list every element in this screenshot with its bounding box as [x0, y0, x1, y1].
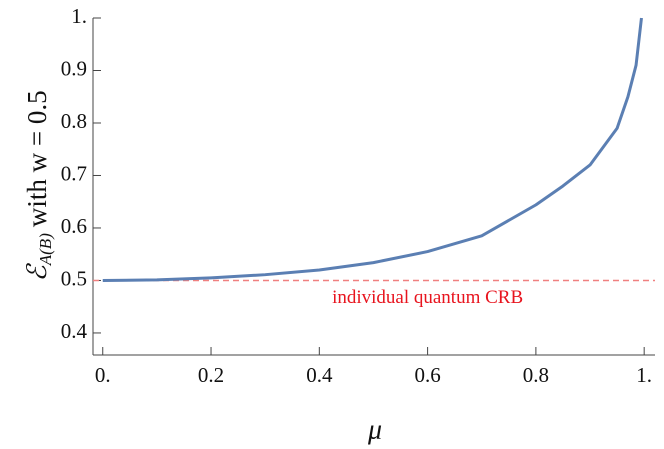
x-tick-label: 0.4 [306, 363, 333, 387]
x-tick-label: 0.8 [523, 363, 549, 387]
y-axis-label: ℰA(B) with w = 0.5 [22, 90, 55, 281]
reference-label: individual quantum CRB [332, 287, 523, 308]
x-tick-label: 1. [636, 363, 652, 387]
x-tick-label: 0.2 [198, 363, 224, 387]
series-line [102, 17, 643, 282]
y-tick-label: 1. [71, 4, 87, 28]
y-label-subscript: A(B) [36, 233, 55, 266]
y-label-symbol: ℰ [22, 263, 52, 282]
y-tick-label: 0.7 [61, 161, 87, 185]
y-tick-label: 0.6 [61, 214, 87, 238]
y-tick-label: 0.9 [61, 56, 87, 80]
y-tick-label: 0.4 [61, 319, 88, 343]
x-axis-label: μ [367, 414, 382, 445]
y-tick-label: 0.5 [61, 266, 87, 290]
y-tick-label: 0.8 [61, 109, 87, 133]
x-tick-label: 0.6 [414, 363, 440, 387]
y-label-rest: with w = 0.5 [22, 90, 52, 227]
x-tick-label: 0. [95, 363, 111, 387]
